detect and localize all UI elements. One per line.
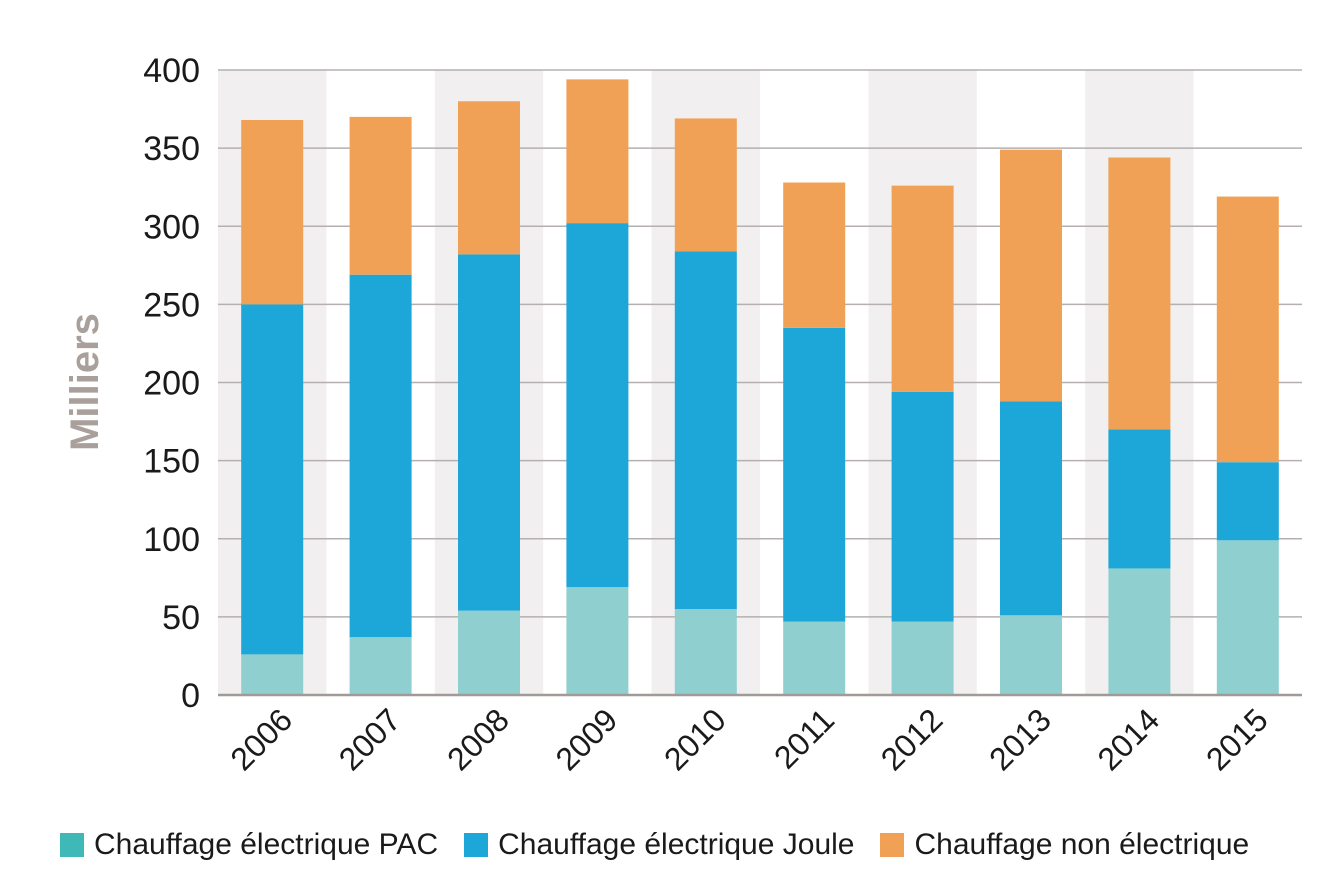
bar-2015-series-2 xyxy=(1216,196,1279,463)
bar-2012-series-0 xyxy=(891,621,954,695)
x-tick-2009: 2009 xyxy=(549,701,625,777)
y-tick-150: 150 xyxy=(143,443,200,481)
bar-2008-series-2 xyxy=(458,101,520,255)
bar-2007-series-1 xyxy=(349,274,412,638)
x-tick-2010: 2010 xyxy=(657,701,733,777)
bar-2007-series-2 xyxy=(349,116,412,275)
bar-2009-series-0 xyxy=(566,587,629,695)
x-tick-2012: 2012 xyxy=(874,701,950,777)
bar-2013-series-1 xyxy=(1000,401,1062,616)
bar-2014-series-2 xyxy=(1108,157,1171,430)
bar-2007-series-0 xyxy=(349,637,412,695)
bar-2015-series-1 xyxy=(1216,462,1279,541)
bars xyxy=(241,79,1279,695)
y-tick-250: 250 xyxy=(143,286,200,324)
x-tick-2008: 2008 xyxy=(440,701,516,777)
y-tick-0: 0 xyxy=(181,677,200,715)
x-tick-2013: 2013 xyxy=(982,701,1058,777)
y-tick-300: 300 xyxy=(143,208,200,246)
bar-2006-series-0 xyxy=(241,654,304,695)
legend-label-non-electrique: Chauffage non électrique xyxy=(914,828,1250,861)
y-tick-50: 50 xyxy=(162,599,200,637)
bar-2014-series-0 xyxy=(1108,568,1171,695)
bar-2006-series-2 xyxy=(241,120,304,305)
bar-2008-series-1 xyxy=(458,254,520,611)
bar-2011-series-0 xyxy=(783,621,846,695)
bar-2012-series-1 xyxy=(891,391,954,622)
y-tick-200: 200 xyxy=(143,365,200,403)
y-tick-labels: 0 50 100 150 200 250 300 350 400 xyxy=(143,52,200,715)
legend-swatch-non-electrique xyxy=(880,833,905,857)
bar-2009-series-1 xyxy=(566,223,629,588)
bar-2010-series-0 xyxy=(674,609,737,695)
bar-2006-series-1 xyxy=(241,304,304,655)
x-tick-labels: 2006 2007 2008 2009 2010 2011 2012 2013 2014 2015 xyxy=(223,701,1274,777)
bar-2010-series-2 xyxy=(674,118,737,252)
y-tick-400: 400 xyxy=(143,52,200,90)
bar-2009-series-2 xyxy=(566,79,629,224)
legend-swatch-joule xyxy=(464,833,489,857)
bar-2014-series-1 xyxy=(1108,429,1171,569)
legend-item-joule: Chauffage électrique Joule xyxy=(464,828,854,862)
x-tick-2007: 2007 xyxy=(332,701,408,777)
y-tick-100: 100 xyxy=(143,521,200,559)
bar-2011-series-1 xyxy=(783,327,846,622)
y-axis-title: Milliers xyxy=(63,313,107,451)
bar-2008-series-0 xyxy=(458,610,520,695)
legend-item-pac: Chauffage électrique PAC xyxy=(60,828,438,862)
legend: Chauffage électrique PAC Chauffage élect… xyxy=(60,828,1249,862)
bar-2012-series-2 xyxy=(891,185,954,392)
y-tick-350: 350 xyxy=(143,130,200,168)
legend-swatch-pac xyxy=(60,833,84,857)
x-tick-2014: 2014 xyxy=(1091,701,1167,777)
x-tick-2006: 2006 xyxy=(223,701,299,777)
x-tick-2011: 2011 xyxy=(767,701,841,775)
bar-2013-series-2 xyxy=(1000,149,1062,402)
legend-label-joule: Chauffage électrique Joule xyxy=(498,828,855,861)
legend-label-pac: Chauffage électrique PAC xyxy=(94,828,439,861)
x-tick-2015: 2015 xyxy=(1199,701,1275,777)
legend-item-non-electrique: Chauffage non électrique xyxy=(880,828,1249,862)
bar-2011-series-2 xyxy=(783,182,846,328)
bar-2013-series-0 xyxy=(1000,615,1062,695)
bar-2010-series-1 xyxy=(674,251,737,610)
bar-2015-series-0 xyxy=(1216,540,1279,695)
